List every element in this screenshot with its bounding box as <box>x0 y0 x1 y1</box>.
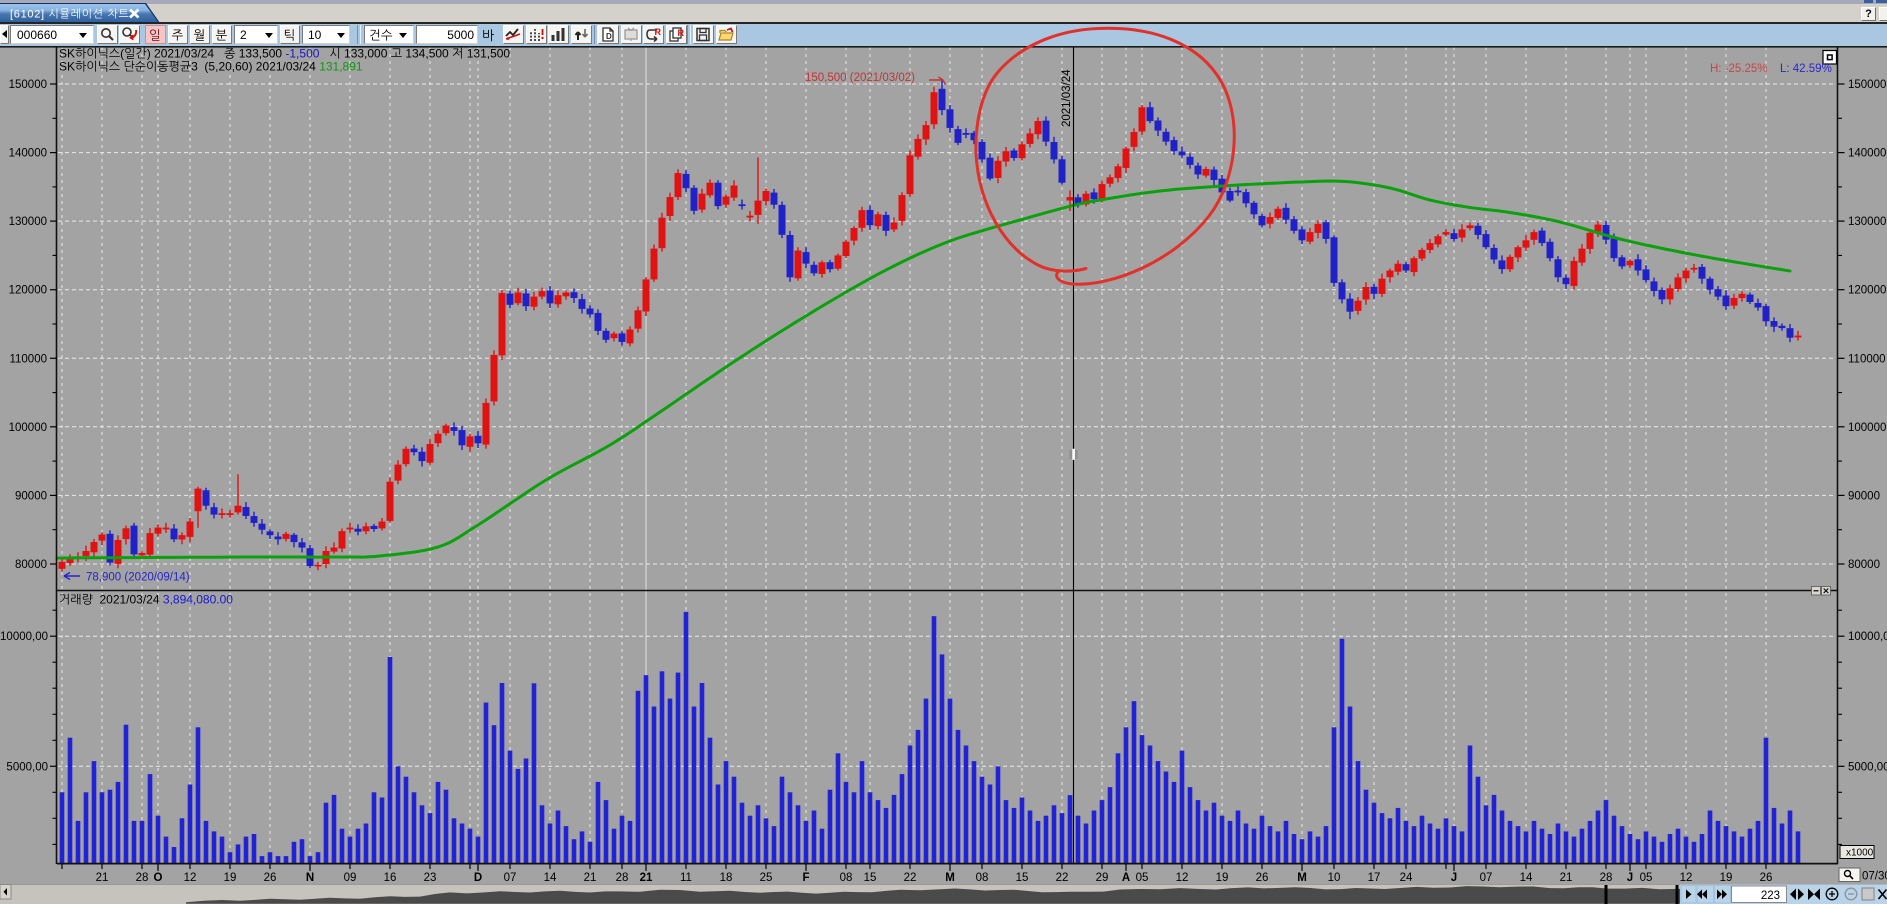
svg-text:134,500: 134,500 <box>402 47 452 61</box>
svg-text:131,891: 131,891 <box>319 60 363 74</box>
svg-text:100000: 100000 <box>1848 422 1886 434</box>
svg-text:R: R <box>677 28 684 38</box>
svg-text:08: 08 <box>840 872 853 884</box>
svg-text:2021/03/24: 2021/03/24 <box>1061 69 1073 127</box>
svg-text:22: 22 <box>904 872 917 884</box>
svg-text:140000: 140000 <box>1848 148 1886 160</box>
svg-text:M: M <box>945 872 955 884</box>
svg-text:A: A <box>1122 872 1130 884</box>
svg-text:10000,00: 10000,00 <box>0 631 48 643</box>
svg-text:F: F <box>802 872 809 884</box>
svg-text:110000: 110000 <box>9 353 47 365</box>
svg-text:12: 12 <box>1680 872 1693 884</box>
svg-text:O: O <box>154 872 163 884</box>
svg-text:x1000: x1000 <box>1846 848 1874 859</box>
svg-text:80000: 80000 <box>1848 559 1880 571</box>
svg-text:16: 16 <box>384 872 397 884</box>
svg-text:26: 26 <box>1256 872 1269 884</box>
svg-text:15: 15 <box>1016 872 1029 884</box>
svg-text:133,500: 133,500 <box>235 47 285 61</box>
svg-text:22: 22 <box>1056 872 1069 884</box>
svg-text:131,500: 131,500 <box>463 47 510 61</box>
svg-text:100000: 100000 <box>9 422 47 434</box>
svg-text:223: 223 <box>1761 890 1780 902</box>
svg-text:21: 21 <box>640 872 653 884</box>
svg-text:R: R <box>655 27 662 37</box>
svg-text:5000,00: 5000,00 <box>6 761 48 773</box>
svg-text:11: 11 <box>680 872 692 884</box>
svg-text:29: 29 <box>1096 872 1109 884</box>
svg-text:28: 28 <box>616 872 629 884</box>
svg-text:) 2021/03/24: ) 2021/03/24 <box>147 47 224 61</box>
svg-text:90000: 90000 <box>15 490 47 502</box>
svg-text:10000,00: 10000,00 <box>1848 631 1887 643</box>
svg-text:05: 05 <box>1136 872 1149 884</box>
svg-text:-1,500: -1,500 <box>285 47 319 61</box>
svg-text:150000: 150000 <box>9 79 47 91</box>
svg-text:133,000: 133,000 <box>341 47 391 61</box>
svg-text:14: 14 <box>1520 872 1533 884</box>
svg-text:[6102]: [6102] <box>10 9 49 21</box>
svg-text:3 (5,20,60) 2021/03/24: 3 (5,20,60) 2021/03/24 <box>191 60 319 74</box>
svg-text:26: 26 <box>1760 872 1773 884</box>
svg-text:90000: 90000 <box>1848 490 1880 502</box>
svg-text:L: 42.59%: L: 42.59% <box>1780 63 1832 75</box>
svg-text:19: 19 <box>1216 872 1229 884</box>
svg-text:H: -25.25%: H: -25.25% <box>1710 63 1768 75</box>
svg-text:150,500 (2021/03/02): 150,500 (2021/03/02) <box>805 72 915 84</box>
svg-text:130000: 130000 <box>1848 216 1886 228</box>
svg-text:08: 08 <box>976 872 989 884</box>
svg-text:14: 14 <box>544 872 557 884</box>
svg-text:26: 26 <box>264 872 277 884</box>
svg-text:N: N <box>306 872 314 884</box>
svg-text:24: 24 <box>1400 872 1413 884</box>
svg-text:150000: 150000 <box>1848 79 1886 91</box>
svg-text:120000: 120000 <box>1848 285 1886 297</box>
svg-text:120000: 120000 <box>9 285 47 297</box>
svg-text:140000: 140000 <box>9 148 47 160</box>
svg-text:D: D <box>606 32 612 41</box>
svg-text:SK: SK <box>59 60 75 74</box>
svg-text:07: 07 <box>1480 872 1493 884</box>
svg-text:09: 09 <box>344 872 357 884</box>
svg-text:21: 21 <box>96 872 109 884</box>
svg-text:80000: 80000 <box>15 559 47 571</box>
svg-text:21: 21 <box>1560 872 1573 884</box>
svg-text:17: 17 <box>1368 872 1381 884</box>
svg-text:28: 28 <box>136 872 149 884</box>
svg-text:25: 25 <box>760 872 773 884</box>
svg-text:J: J <box>1627 872 1633 884</box>
svg-text:23: 23 <box>424 872 437 884</box>
svg-text:19: 19 <box>1720 872 1733 884</box>
svg-text:15: 15 <box>864 872 877 884</box>
svg-text:12: 12 <box>184 872 197 884</box>
svg-text:2021/03/24: 2021/03/24 <box>93 593 163 607</box>
svg-text:12: 12 <box>1176 872 1189 884</box>
svg-text:130000: 130000 <box>9 216 47 228</box>
svg-text:05: 05 <box>1640 872 1653 884</box>
svg-text:110000: 110000 <box>1848 353 1886 365</box>
svg-text:(: ( <box>120 47 124 61</box>
svg-text:18: 18 <box>720 872 733 884</box>
svg-text:28: 28 <box>1600 872 1613 884</box>
svg-text:21: 21 <box>584 872 597 884</box>
svg-text:M: M <box>1297 872 1307 884</box>
svg-text:78,900 (2020/09/14): 78,900 (2020/09/14) <box>86 572 190 584</box>
svg-text:07: 07 <box>504 872 517 884</box>
svg-text:5000,00: 5000,00 <box>1848 761 1887 773</box>
svg-text:07/30: 07/30 <box>1862 871 1887 883</box>
svg-text:D: D <box>474 872 482 884</box>
svg-text:3,894,080.00: 3,894,080.00 <box>163 593 233 607</box>
svg-text:J: J <box>1451 872 1457 884</box>
svg-text:SK: SK <box>59 47 75 61</box>
svg-text:10: 10 <box>1328 872 1341 884</box>
svg-text:19: 19 <box>224 872 237 884</box>
